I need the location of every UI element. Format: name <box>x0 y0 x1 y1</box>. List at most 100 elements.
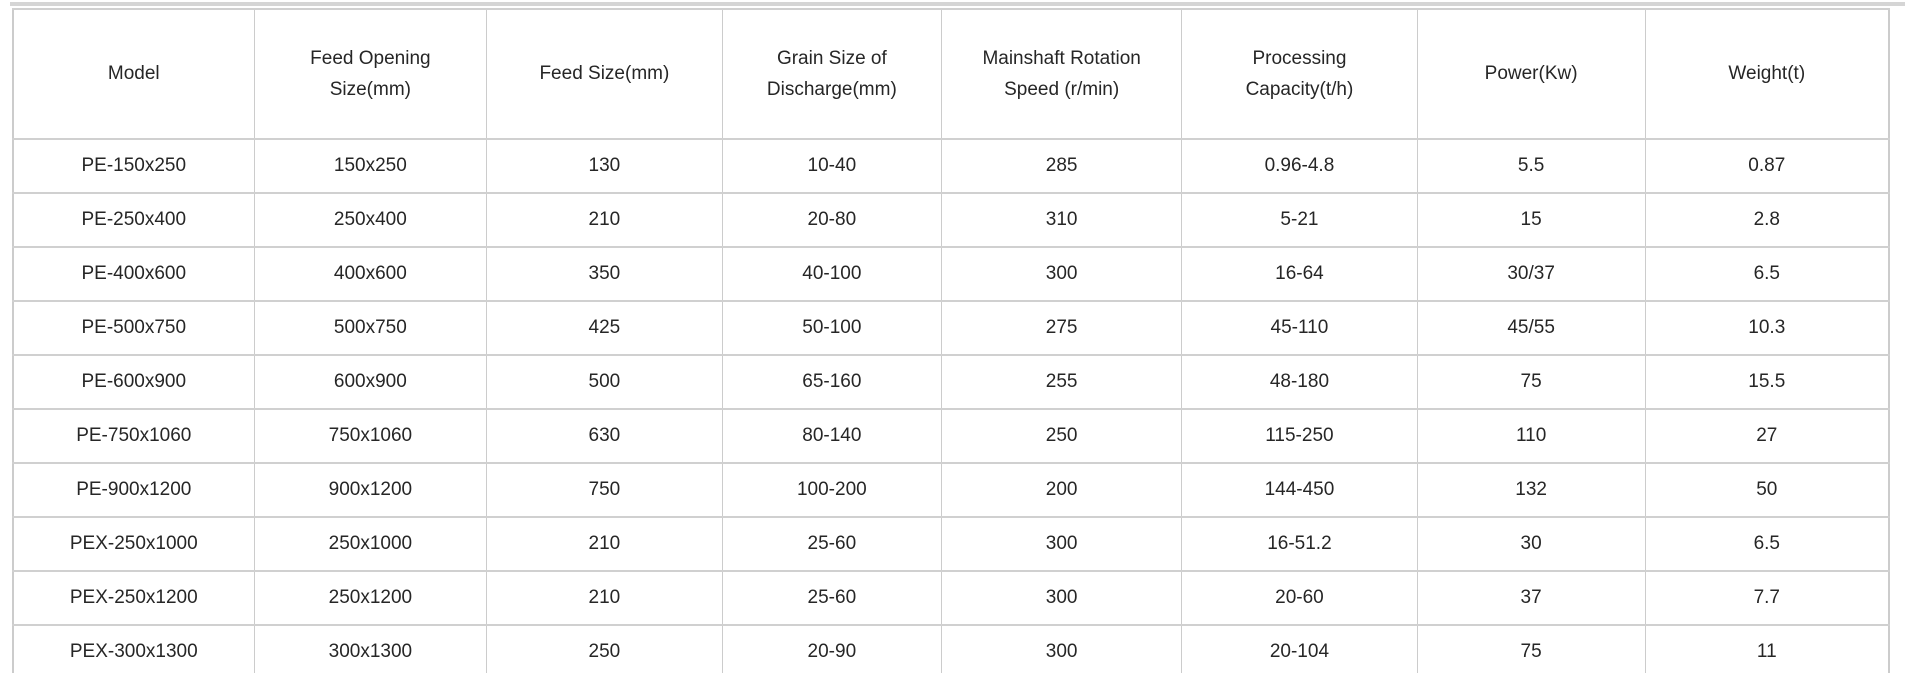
table-cell: 600x900 <box>253 354 488 410</box>
table-cell: 45-110 <box>1181 300 1418 356</box>
table-cell: 30 <box>1416 516 1646 572</box>
column-header: Grain Size of Discharge(mm) <box>721 8 943 140</box>
table-row: PE-150x250 150x250 130 10-40 285 0.96-4.8 5.5 0… <box>12 138 1890 194</box>
table-row: PE-900x1200 900x1200 750 100-200 200 144-450 1… <box>12 462 1890 518</box>
table-cell: PEX-300x1300 <box>12 624 255 673</box>
table-cell: 0.87 <box>1644 138 1890 194</box>
table-cell: 110 <box>1416 408 1646 464</box>
table-cell: PE-750x1060 <box>12 408 255 464</box>
table-cell: 16-64 <box>1181 246 1418 302</box>
table-cell: 6.5 <box>1644 516 1890 572</box>
table-cell: 5.5 <box>1416 138 1646 194</box>
table-cell: 300 <box>941 570 1183 626</box>
table-cell: 65-160 <box>721 354 943 410</box>
header-row: Model Feed Opening Size(mm) Feed Size(mm) G… <box>12 8 1890 140</box>
table-cell: 50 <box>1644 462 1890 518</box>
table-cell: 310 <box>941 192 1183 248</box>
top-divider-line <box>10 2 1905 6</box>
table-cell: 40-100 <box>721 246 943 302</box>
table-cell: 630 <box>486 408 723 464</box>
table-cell: 400x600 <box>253 246 488 302</box>
table-row: PE-400x600 400x600 350 40-100 300 16-64 30/37 6… <box>12 246 1890 302</box>
table-cell: 20-60 <box>1181 570 1418 626</box>
table-cell: 250x1000 <box>253 516 488 572</box>
table-cell: 900x1200 <box>253 462 488 518</box>
column-header: Processing Capacity(t/h) <box>1181 8 1418 140</box>
table-cell: 25-60 <box>721 516 943 572</box>
table-cell: 6.5 <box>1644 246 1890 302</box>
table-row: PEX-300x1300 300x1300 250 20-90 300 20-104 75 1… <box>12 624 1890 673</box>
table-cell: 425 <box>486 300 723 356</box>
table-cell: PE-500x750 <box>12 300 255 356</box>
table-cell: 25-60 <box>721 570 943 626</box>
table-cell: 5-21 <box>1181 192 1418 248</box>
table-cell: 250 <box>941 408 1183 464</box>
table-cell: 30/37 <box>1416 246 1646 302</box>
spec-table-body: PE-150x250 150x250 130 10-40 285 0.96-4.8 5.5 0… <box>12 138 1890 673</box>
table-cell: 7.7 <box>1644 570 1890 626</box>
table-cell: PEX-250x1000 <box>12 516 255 572</box>
table-cell: 210 <box>486 192 723 248</box>
table-cell: PE-150x250 <box>12 138 255 194</box>
column-header: Model <box>12 8 255 140</box>
column-header: Weight(t) <box>1644 8 1890 140</box>
table-cell: 285 <box>941 138 1183 194</box>
table-cell: 20-104 <box>1181 624 1418 673</box>
table-cell: 500x750 <box>253 300 488 356</box>
table-cell: 2.8 <box>1644 192 1890 248</box>
table-cell: 45/55 <box>1416 300 1646 356</box>
table-cell: 300 <box>941 516 1183 572</box>
table-cell: 20-80 <box>721 192 943 248</box>
table-cell: 50-100 <box>721 300 943 356</box>
table-cell: 37 <box>1416 570 1646 626</box>
table-cell: 16-51.2 <box>1181 516 1418 572</box>
table-cell: 255 <box>941 354 1183 410</box>
table-cell: 48-180 <box>1181 354 1418 410</box>
table-row: PE-250x400 250x400 210 20-80 310 5-21 15 2.8 <box>12 192 1890 248</box>
table-cell: PE-400x600 <box>12 246 255 302</box>
table-cell: 210 <box>486 570 723 626</box>
table-cell: 144-450 <box>1181 462 1418 518</box>
table-cell: 300 <box>941 246 1183 302</box>
table-cell: PEX-250x1200 <box>12 570 255 626</box>
table-row: PE-500x750 500x750 425 50-100 275 45-110 45/55… <box>12 300 1890 356</box>
table-cell: 80-140 <box>721 408 943 464</box>
table-cell: 350 <box>486 246 723 302</box>
table-cell: 75 <box>1416 624 1646 673</box>
column-header: Feed Opening Size(mm) <box>253 8 488 140</box>
table-cell: 250 <box>486 624 723 673</box>
table-cell: 100-200 <box>721 462 943 518</box>
table-cell: 115-250 <box>1181 408 1418 464</box>
table-cell: 275 <box>941 300 1183 356</box>
spec-table-container: Model Feed Opening Size(mm) Feed Size(mm) G… <box>12 8 1890 673</box>
table-cell: 11 <box>1644 624 1890 673</box>
table-cell: PE-250x400 <box>12 192 255 248</box>
table-cell: 150x250 <box>253 138 488 194</box>
table-cell: 750 <box>486 462 723 518</box>
table-cell: 300 <box>941 624 1183 673</box>
table-cell: 200 <box>941 462 1183 518</box>
table-cell: 75 <box>1416 354 1646 410</box>
table-row: PEX-250x1200 250x1200 210 25-60 300 20-60 37 7.… <box>12 570 1890 626</box>
table-cell: 10.3 <box>1644 300 1890 356</box>
table-cell: 10-40 <box>721 138 943 194</box>
spec-table: Model Feed Opening Size(mm) Feed Size(mm) G… <box>12 8 1890 673</box>
column-header: Mainshaft Rotation Speed (r/min) <box>941 8 1183 140</box>
table-row: PE-600x900 600x900 500 65-160 255 48-180 75 15.… <box>12 354 1890 410</box>
table-cell: 250x1200 <box>253 570 488 626</box>
table-cell: 15.5 <box>1644 354 1890 410</box>
table-cell: 500 <box>486 354 723 410</box>
column-header: Feed Size(mm) <box>486 8 723 140</box>
table-cell: 20-90 <box>721 624 943 673</box>
table-row: PE-750x1060 750x1060 630 80-140 250 115-250 11… <box>12 408 1890 464</box>
table-cell: 130 <box>486 138 723 194</box>
table-cell: 210 <box>486 516 723 572</box>
table-cell: 15 <box>1416 192 1646 248</box>
spec-table-header: Model Feed Opening Size(mm) Feed Size(mm) G… <box>12 8 1890 140</box>
table-cell: 750x1060 <box>253 408 488 464</box>
table-cell: PE-600x900 <box>12 354 255 410</box>
table-cell: 250x400 <box>253 192 488 248</box>
table-row: PEX-250x1000 250x1000 210 25-60 300 16-51.2 30… <box>12 516 1890 572</box>
table-cell: 0.96-4.8 <box>1181 138 1418 194</box>
